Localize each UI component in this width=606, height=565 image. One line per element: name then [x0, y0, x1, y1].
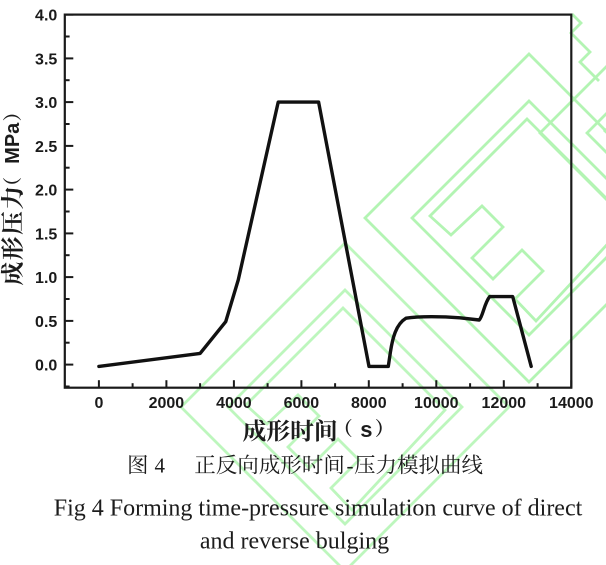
svg-text:10000: 10000 [414, 395, 459, 412]
svg-text:14000: 14000 [549, 395, 594, 412]
svg-text:6000: 6000 [284, 395, 320, 412]
svg-text:MPa: MPa [2, 122, 24, 164]
svg-text:12000: 12000 [482, 395, 527, 412]
svg-text:1.5: 1.5 [35, 227, 57, 244]
svg-text:3.5: 3.5 [35, 52, 57, 69]
svg-text:1.0: 1.0 [35, 270, 57, 287]
svg-text:-: - [347, 454, 354, 478]
svg-text:4.0: 4.0 [35, 8, 57, 25]
svg-text:2.0: 2.0 [35, 183, 57, 200]
svg-text:4000: 4000 [216, 395, 252, 412]
svg-text:3.0: 3.0 [35, 95, 57, 112]
svg-text:0: 0 [94, 395, 103, 412]
svg-text:s: s [360, 417, 372, 442]
svg-text:0.5: 0.5 [35, 314, 57, 331]
svg-text:2000: 2000 [149, 395, 185, 412]
svg-text:2.5: 2.5 [35, 139, 57, 156]
svg-text:8000: 8000 [351, 395, 387, 412]
svg-text:4: 4 [155, 454, 166, 478]
svg-text:0.0: 0.0 [35, 358, 57, 375]
svg-text:and reverse bulging: and reverse bulging [200, 529, 389, 555]
svg-text:Fig 4 Forming time-pressure si: Fig 4 Forming time-pressure simulation c… [54, 496, 583, 522]
